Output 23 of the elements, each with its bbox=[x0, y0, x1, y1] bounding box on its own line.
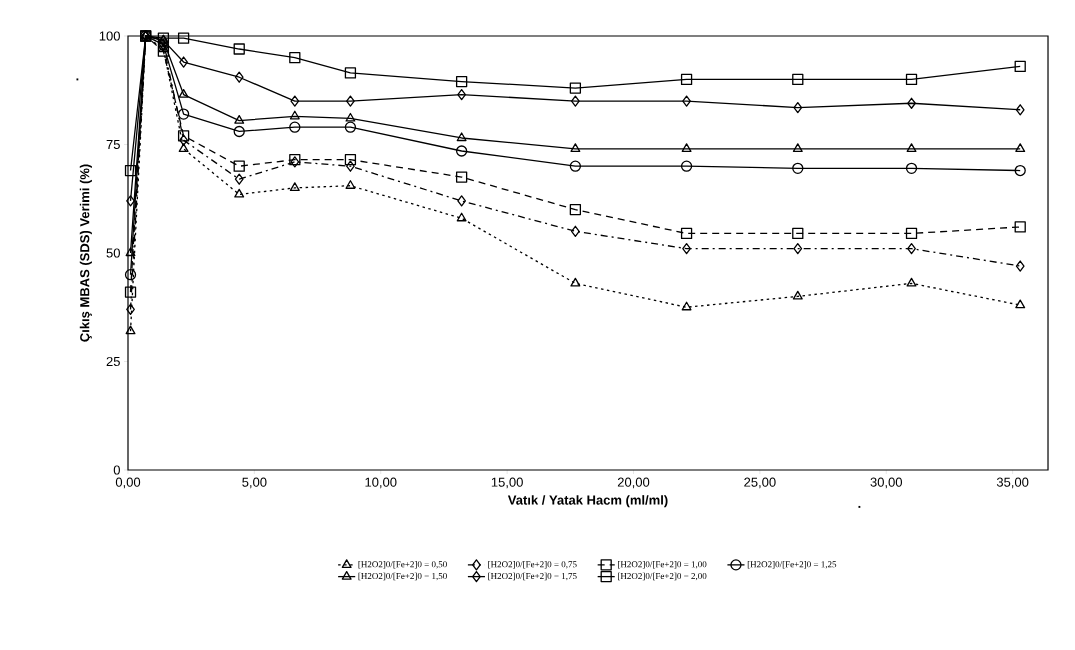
x-tick-label: 20,00 bbox=[617, 477, 650, 489]
text: . bbox=[858, 505, 861, 508]
x-tick-label: 15,00 bbox=[491, 477, 523, 489]
text: . bbox=[76, 78, 79, 81]
legend-label: [H2O2]0/[Fe+2]0 = 1,25 bbox=[747, 561, 837, 569]
y-tick-label: 75 bbox=[106, 139, 120, 150]
legend-label: [H2O2]0/[Fe+2]0 = 1,50 bbox=[358, 572, 447, 581]
x-tick-label: 5,00 bbox=[242, 477, 267, 489]
x-tick-label: 10,00 bbox=[365, 477, 397, 489]
x-tick-label: 0,00 bbox=[115, 477, 141, 489]
x-tick-label: 25,00 bbox=[744, 477, 776, 489]
y-tick-label: 0 bbox=[113, 465, 120, 475]
y-tick-label: 100 bbox=[99, 31, 120, 41]
legend-label: [H2O2]0/[Fe+2]0 = 0,75 bbox=[488, 561, 577, 569]
legend-label: [H2O2]0/[Fe+2]0 = 2,00 bbox=[618, 572, 707, 581]
legend-label: [H2O2]0/[Fe+2]0 = 0,50 bbox=[358, 561, 447, 569]
x-axis-title: Vatık / Yatak Hacm (ml/ml) bbox=[507, 495, 668, 508]
legend-label: [H2O2]0/[Fe+2]0 = 1,00 bbox=[618, 561, 707, 569]
y-axis-title: Çıkış MBAS (SDS) Verimi (%) bbox=[79, 164, 92, 342]
x-tick-label: 35,00 bbox=[996, 477, 1029, 489]
y-tick-label: 25 bbox=[106, 356, 120, 367]
y-tick-label: 50 bbox=[106, 248, 120, 258]
x-tick-label: 30,00 bbox=[870, 477, 903, 489]
